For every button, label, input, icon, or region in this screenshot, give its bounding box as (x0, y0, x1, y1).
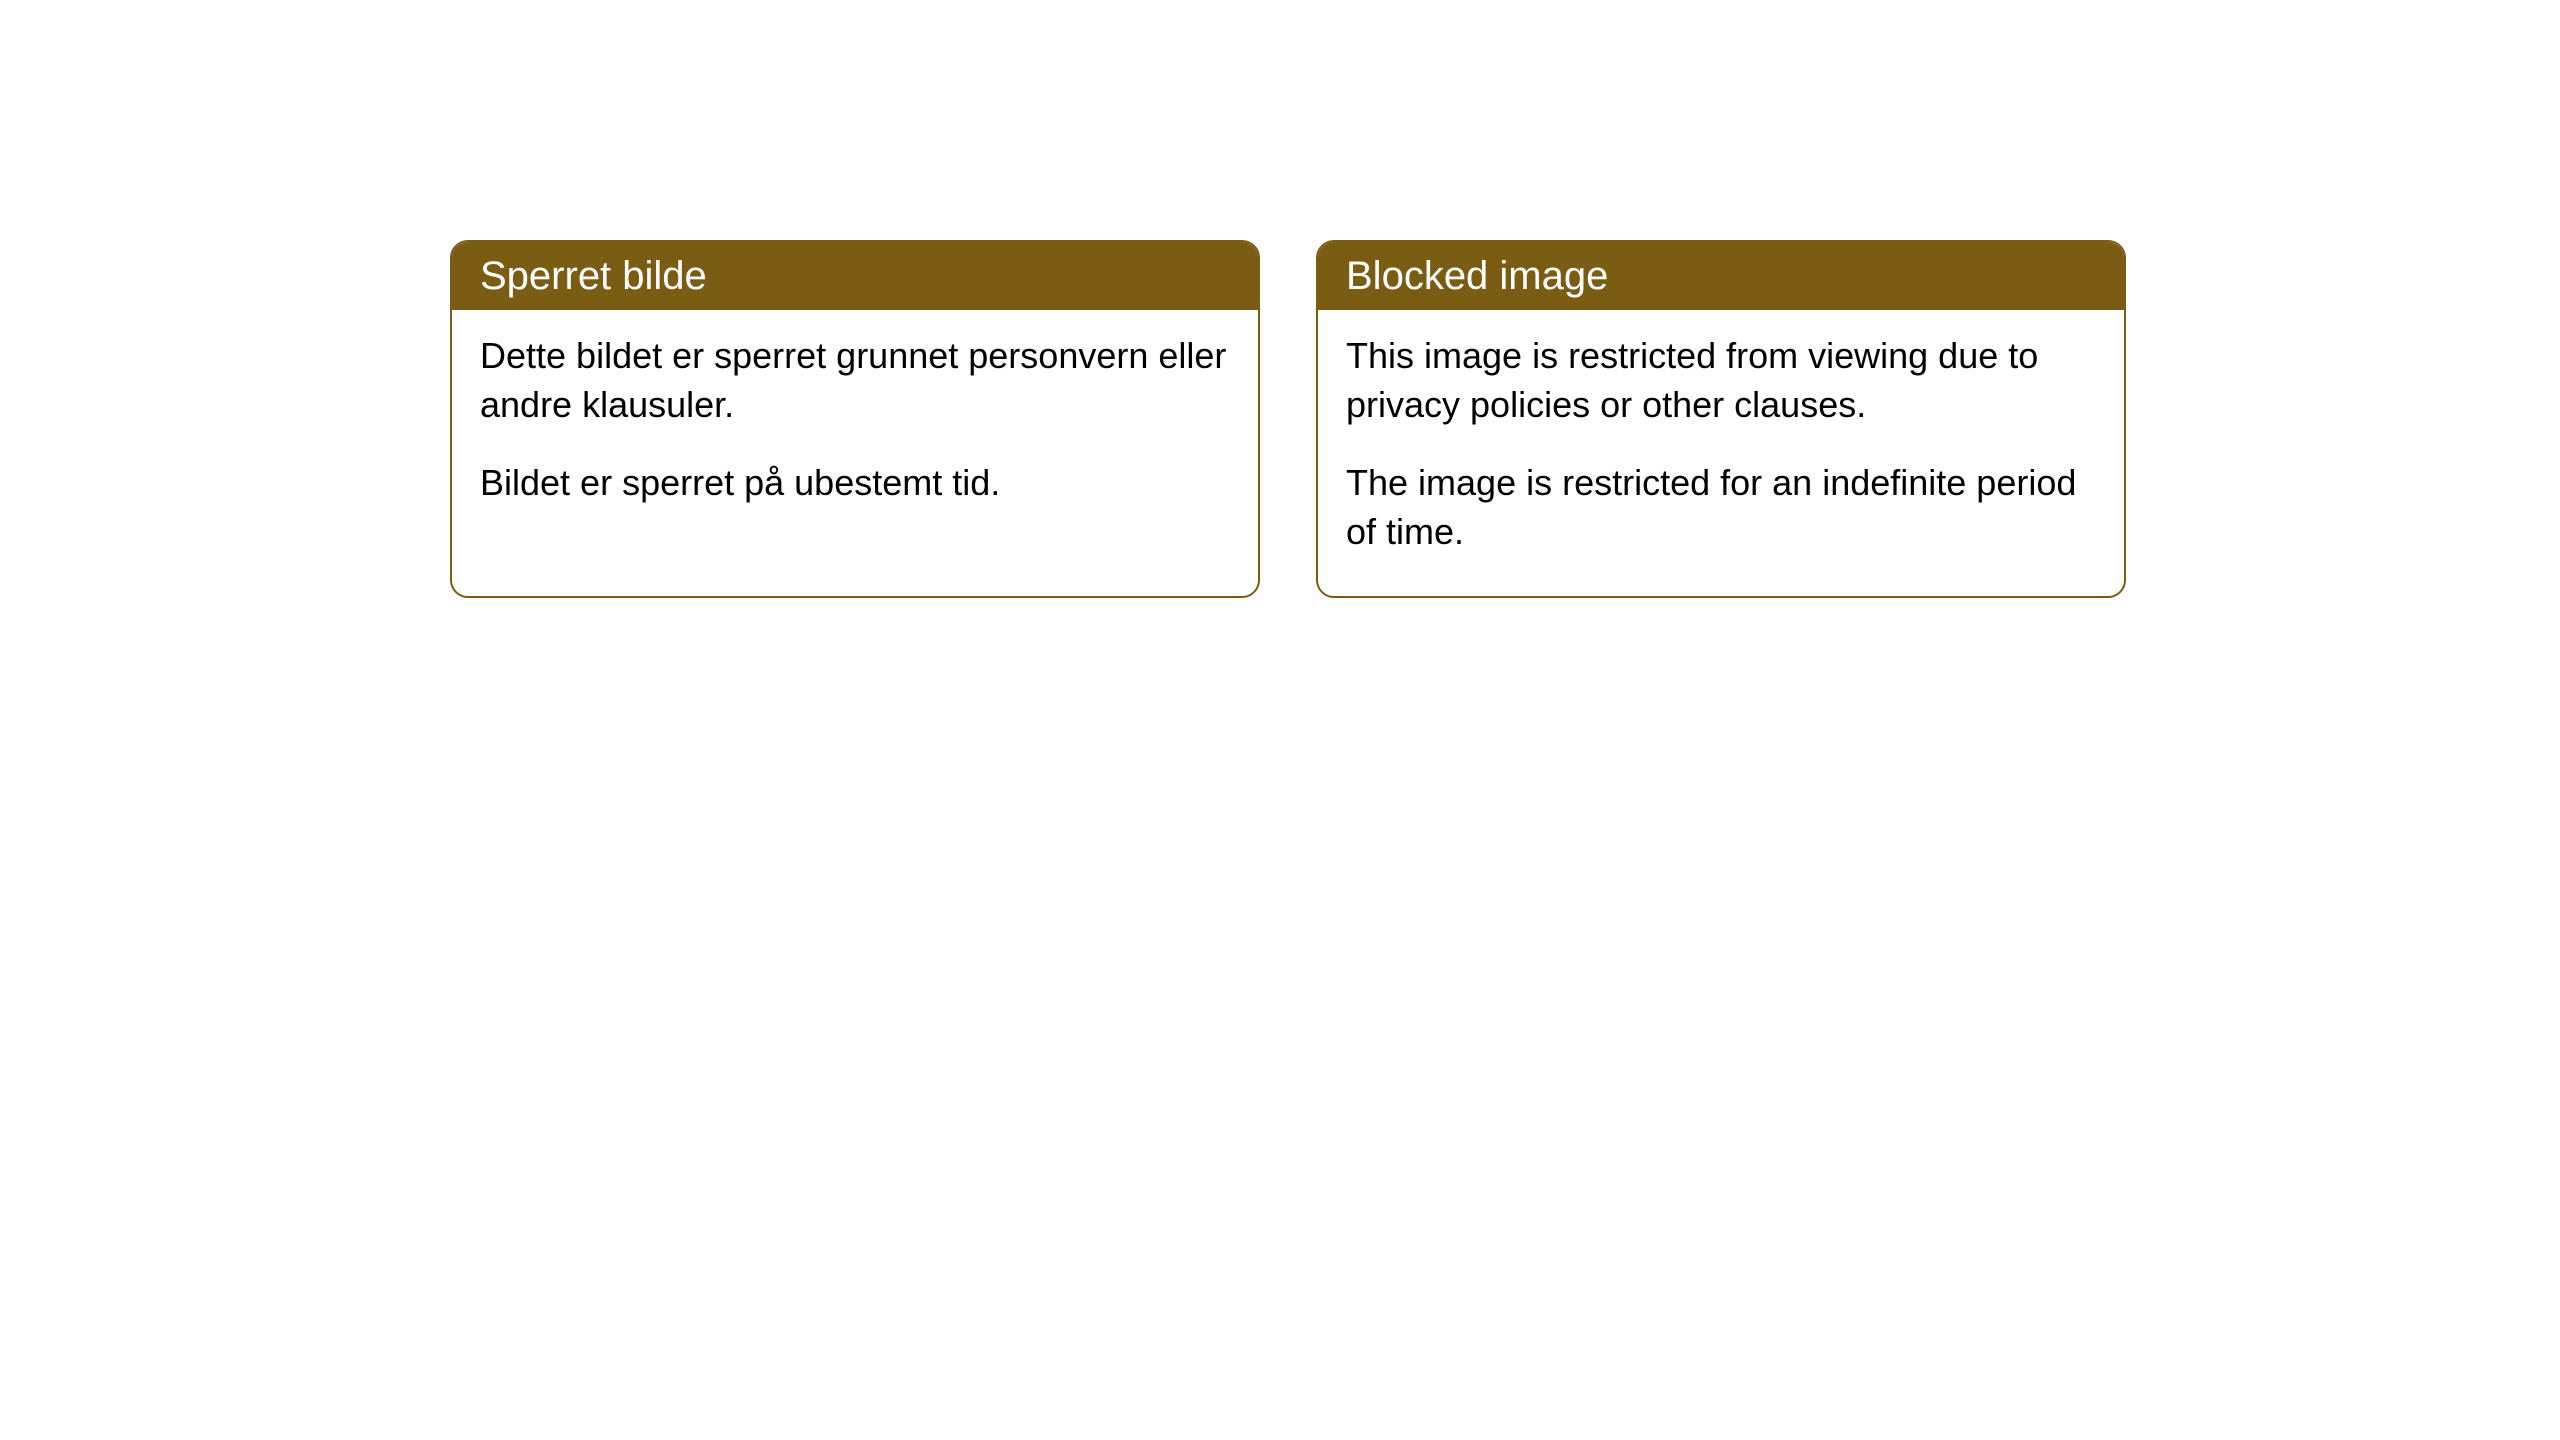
card-title-norwegian: Sperret bilde (452, 242, 1258, 310)
card-text-norwegian-p2: Bildet er sperret på ubestemt tid. (480, 459, 1230, 508)
blocked-image-card-norwegian: Sperret bilde Dette bildet er sperret gr… (450, 240, 1260, 598)
card-title-english: Blocked image (1318, 242, 2124, 310)
card-body-english: This image is restricted from viewing du… (1318, 310, 2124, 596)
blocked-image-card-english: Blocked image This image is restricted f… (1316, 240, 2126, 598)
card-text-english-p2: The image is restricted for an indefinit… (1346, 459, 2096, 556)
card-text-norwegian-p1: Dette bildet er sperret grunnet personve… (480, 332, 1230, 429)
card-text-english-p1: This image is restricted from viewing du… (1346, 332, 2096, 429)
notice-cards-container: Sperret bilde Dette bildet er sperret gr… (450, 240, 2126, 598)
card-body-norwegian: Dette bildet er sperret grunnet personve… (452, 310, 1258, 548)
